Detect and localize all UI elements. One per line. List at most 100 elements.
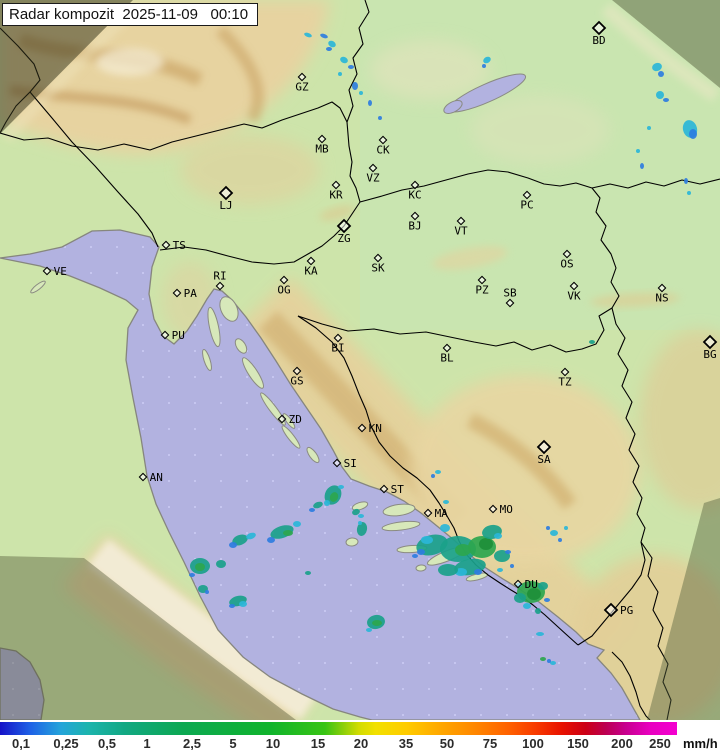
city-label-PA: PA xyxy=(184,287,198,300)
color-scale-bar xyxy=(0,722,677,735)
city-OS: OS xyxy=(560,249,574,271)
scale-tick-label: 75 xyxy=(482,736,498,751)
echo-blob xyxy=(309,508,315,512)
city-marker-DU xyxy=(513,579,523,589)
scale-tick-label: 100 xyxy=(522,736,544,751)
echo-blob xyxy=(435,470,441,474)
city-marker-VT xyxy=(456,216,466,226)
radar-echoes-layer xyxy=(189,32,698,665)
echo-blob xyxy=(348,65,354,69)
city-TS: TS xyxy=(161,239,186,252)
scale-tick-label: 15 xyxy=(310,736,326,751)
city-marker-SI xyxy=(332,458,342,468)
echo-blob xyxy=(358,521,362,525)
city-marker-AN xyxy=(138,472,148,482)
title-bar: Radar kompozit 2025-11-09 00:10 xyxy=(2,3,259,26)
city-label-KN: KN xyxy=(369,422,382,435)
city-label-AN: AN xyxy=(150,471,163,484)
city-GS: GS xyxy=(290,366,304,388)
city-label-BI: BI xyxy=(331,342,344,355)
city-marker-PC xyxy=(522,190,532,200)
city-label-ST: ST xyxy=(391,483,405,496)
city-markers-layer: GZ MB CK VZ KC PC BD LJ KR ZG BJ VT TS RI KA SK OS VE PA OG… xyxy=(42,20,718,618)
city-BD: BD xyxy=(591,20,607,47)
echo-blob xyxy=(232,534,248,546)
city-OG: OG xyxy=(277,275,291,297)
echo-blob xyxy=(239,601,247,607)
city-ST: ST xyxy=(379,483,405,496)
city-marker-KN xyxy=(357,423,367,433)
island-hvar xyxy=(381,520,421,532)
city-BG: BG xyxy=(702,334,718,361)
city-CK: CK xyxy=(376,135,390,157)
echo-blob xyxy=(438,564,458,576)
radar-site-marker-ZG xyxy=(336,218,352,234)
echo-blob xyxy=(431,474,435,478)
city-marker-OG xyxy=(279,275,289,285)
city-SB: SB xyxy=(503,286,517,308)
city-marker-TS xyxy=(161,240,171,250)
city-label-KA: KA xyxy=(304,265,318,278)
city-marker-ST xyxy=(379,484,389,494)
echo-blob xyxy=(216,560,226,568)
city-label-VZ: VZ xyxy=(366,172,380,185)
island-dugi-otok xyxy=(260,392,286,426)
coverage-dim-nw xyxy=(0,0,133,134)
echo-blob xyxy=(564,526,568,530)
city-label-MB: MB xyxy=(315,143,329,156)
echo-blob xyxy=(368,100,372,106)
echo-blob xyxy=(689,129,697,139)
echo-blob xyxy=(412,554,418,558)
echo-blob xyxy=(479,538,493,550)
city-label-OG: OG xyxy=(277,284,290,297)
scale-labels: 0,1 0,25 0,5 1 2,5 5 10 15 20 35 50 75 100 150 200 250 xyxy=(0,736,720,751)
coverage-dim-se xyxy=(647,498,720,720)
city-marker-RI xyxy=(215,281,225,291)
echo-blob xyxy=(550,530,558,536)
city-SA: SA xyxy=(536,439,552,466)
city-label-SA: SA xyxy=(537,453,551,466)
city-label-PC: PC xyxy=(520,199,533,212)
city-marker-GS xyxy=(292,366,302,376)
city-label-ZD: ZD xyxy=(289,413,302,426)
island-vis xyxy=(345,537,359,547)
echo-blob xyxy=(636,149,640,153)
island-pag xyxy=(241,357,265,389)
island-small xyxy=(282,413,296,429)
city-marker-GZ xyxy=(297,72,307,82)
echo-blob xyxy=(356,522,368,536)
hills-patch xyxy=(370,40,490,100)
echo-blob xyxy=(338,485,344,489)
city-LJ: LJ xyxy=(218,185,234,212)
city-marker-KR xyxy=(331,180,341,190)
city-label-MO: MO xyxy=(500,503,513,516)
city-marker-BI xyxy=(333,333,343,343)
echo-blob xyxy=(189,573,195,577)
echo-blob xyxy=(229,604,235,608)
echo-blob xyxy=(283,530,293,536)
border-cro-bih-north xyxy=(297,307,613,353)
city-BI: BI xyxy=(331,333,345,355)
city-marker-VZ xyxy=(368,163,378,173)
title-text: Radar kompozit 2025-11-09 00:10 xyxy=(9,5,249,23)
city-label-OS: OS xyxy=(560,258,573,271)
island-kornati xyxy=(281,425,301,449)
echo-blob xyxy=(195,563,205,571)
echo-blob xyxy=(558,538,562,542)
city-VT: VT xyxy=(454,216,468,238)
city-label-TZ: TZ xyxy=(558,376,572,389)
echo-blob xyxy=(313,501,323,509)
echo-blob xyxy=(640,163,644,169)
lake-balaton-tail xyxy=(443,100,463,114)
city-label-RI: RI xyxy=(213,269,226,282)
city-PC: PC xyxy=(520,190,534,212)
echo-blob xyxy=(535,608,541,614)
scale-tick-label: 20 xyxy=(353,736,369,751)
alps-ridge xyxy=(215,25,264,123)
border-bih-mne xyxy=(577,541,646,646)
echo-blob xyxy=(359,91,363,95)
border-mne-srb xyxy=(640,541,672,721)
scale-tick-label: 50 xyxy=(439,736,455,751)
